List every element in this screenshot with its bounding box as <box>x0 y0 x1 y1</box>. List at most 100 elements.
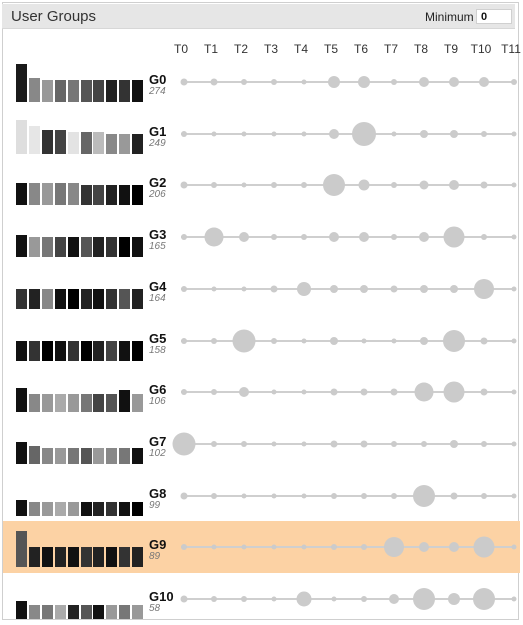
minimum-input[interactable] <box>476 9 512 24</box>
timestep-dot[interactable] <box>480 337 488 344</box>
timestep-dot[interactable] <box>241 286 247 292</box>
timestep-dot[interactable] <box>389 594 399 604</box>
timestep-dot[interactable] <box>419 180 429 190</box>
timestep-dot[interactable] <box>241 182 247 188</box>
group-row-g8[interactable]: G8 99 <box>3 470 520 522</box>
timestep-dot[interactable] <box>450 284 458 293</box>
timestep-dot[interactable] <box>360 388 368 396</box>
group-row-g5[interactable]: G5 158 <box>3 315 520 367</box>
timestep-dot[interactable] <box>391 440 397 447</box>
timestep-dot[interactable] <box>331 544 337 551</box>
timestep-dot[interactable] <box>359 232 369 243</box>
timestep-dot[interactable] <box>181 389 187 396</box>
timestep-dot[interactable] <box>239 232 249 243</box>
timestep-dot[interactable] <box>330 336 338 345</box>
timestep-dot[interactable] <box>301 544 307 550</box>
timestep-dot[interactable] <box>301 131 307 137</box>
timestep-dot[interactable] <box>473 536 495 558</box>
timestep-dot[interactable] <box>180 78 188 86</box>
timestep-dot[interactable] <box>271 389 277 395</box>
timestep-dot[interactable] <box>330 284 338 293</box>
timestep-dot[interactable] <box>323 174 345 197</box>
timestep-dot[interactable] <box>271 337 277 344</box>
timestep-dot[interactable] <box>204 227 224 247</box>
timestep-dot[interactable] <box>390 285 398 293</box>
timestep-dot[interactable] <box>421 440 427 447</box>
timestep-dot[interactable] <box>420 284 428 293</box>
timestep-dot[interactable] <box>390 388 398 396</box>
timestep-dot[interactable] <box>450 492 458 500</box>
timestep-dot[interactable] <box>511 338 517 343</box>
timestep-dot[interactable] <box>241 493 247 499</box>
timestep-dot[interactable] <box>449 77 459 87</box>
timestep-dot[interactable] <box>443 329 465 352</box>
timestep-dot[interactable] <box>511 544 517 550</box>
timestep-dot[interactable] <box>181 234 187 241</box>
timestep-dot[interactable] <box>271 182 277 189</box>
timestep-dot[interactable] <box>360 440 368 448</box>
timestep-dot[interactable] <box>479 77 489 87</box>
timestep-dot[interactable] <box>391 338 397 343</box>
timestep-dot[interactable] <box>329 128 339 139</box>
timestep-dot[interactable] <box>481 440 487 447</box>
timestep-dot[interactable] <box>481 492 487 499</box>
timestep-dot[interactable] <box>271 79 277 85</box>
timestep-dot[interactable] <box>450 129 458 138</box>
timestep-dot[interactable] <box>384 537 404 558</box>
timestep-dot[interactable] <box>301 389 307 395</box>
timestep-dot[interactable] <box>211 596 217 602</box>
timestep-dot[interactable] <box>210 78 218 86</box>
timestep-dot[interactable] <box>360 284 368 293</box>
timestep-dot[interactable] <box>450 439 458 448</box>
timestep-dot[interactable] <box>413 484 435 507</box>
timestep-dot[interactable] <box>449 542 459 553</box>
timestep-dot[interactable] <box>241 544 247 550</box>
timestep-dot[interactable] <box>352 121 376 146</box>
timestep-dot[interactable] <box>449 180 459 191</box>
timestep-dot[interactable] <box>270 285 278 293</box>
group-row-g1[interactable]: G1 249 <box>3 108 520 160</box>
timestep-dot[interactable] <box>419 232 429 243</box>
timestep-dot[interactable] <box>391 131 397 137</box>
timestep-dot[interactable] <box>211 337 217 344</box>
timestep-dot[interactable] <box>271 131 277 137</box>
timestep-dot[interactable] <box>419 542 429 553</box>
timestep-dot[interactable] <box>358 179 370 191</box>
timestep-dot[interactable] <box>361 544 367 551</box>
group-row-g7[interactable]: G7 102 <box>3 418 520 470</box>
timestep-dot[interactable] <box>511 286 517 292</box>
timestep-dot[interactable] <box>511 441 517 447</box>
timestep-dot[interactable] <box>241 440 247 447</box>
timestep-dot[interactable] <box>420 129 428 138</box>
group-row-g9[interactable]: G9 89 <box>3 521 520 574</box>
timestep-dot[interactable] <box>271 544 277 550</box>
timestep-dot[interactable] <box>211 440 217 447</box>
timestep-dot[interactable] <box>301 79 307 85</box>
timestep-dot[interactable] <box>361 492 367 499</box>
timestep-dot[interactable] <box>361 596 367 602</box>
timestep-dot[interactable] <box>481 130 487 137</box>
timestep-dot[interactable] <box>331 596 337 602</box>
timestep-dot[interactable] <box>297 281 311 296</box>
timestep-dot[interactable] <box>358 76 370 88</box>
timestep-dot[interactable] <box>232 329 256 352</box>
timestep-dot[interactable] <box>330 388 338 396</box>
timestep-dot[interactable] <box>419 77 429 87</box>
timestep-dot[interactable] <box>413 588 435 610</box>
timestep-dot[interactable] <box>211 544 217 550</box>
timestep-dot[interactable] <box>474 278 494 299</box>
timestep-dot[interactable] <box>271 596 277 602</box>
timestep-dot[interactable] <box>473 588 495 610</box>
timestep-dot[interactable] <box>420 336 428 345</box>
timestep-dot[interactable] <box>180 595 188 603</box>
timestep-dot[interactable] <box>211 182 217 189</box>
timestep-dot[interactable] <box>391 182 397 189</box>
timestep-dot[interactable] <box>480 181 488 189</box>
timestep-dot[interactable] <box>180 181 188 189</box>
timestep-dot[interactable] <box>211 389 217 396</box>
group-row-g10[interactable]: G10 58 <box>3 573 520 625</box>
timestep-dot[interactable] <box>361 338 367 343</box>
timestep-dot[interactable] <box>181 130 187 137</box>
timestep-dot[interactable] <box>443 226 465 248</box>
group-row-g0[interactable]: G0 274 <box>3 56 520 108</box>
